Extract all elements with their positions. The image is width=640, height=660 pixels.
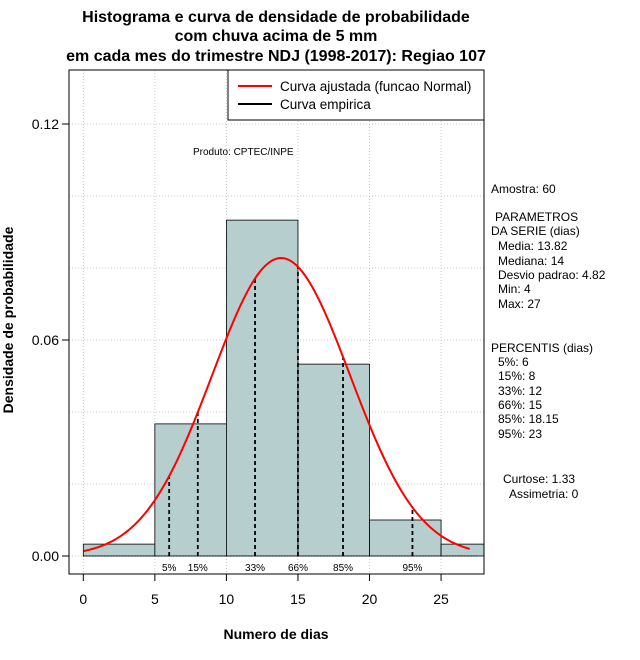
percentile-label: 15% (188, 563, 208, 574)
chart-title-line-1: Histograma e curva de densidade de proba… (82, 9, 470, 26)
percentile-label: 66% (288, 563, 308, 574)
percentile-label: 85% (333, 563, 353, 574)
y-axis-title: Densidade de probabilidade (0, 226, 16, 413)
pct-5: 5%: 6 (498, 355, 529, 369)
x-tick-label: 0 (79, 591, 87, 607)
pct-95: 95%: 23 (498, 427, 542, 441)
x-tick-label: 25 (433, 591, 449, 607)
sample-size: Amostra: 60 (491, 182, 556, 196)
normal-curve (83, 257, 470, 553)
x-tick-label: 5 (151, 591, 159, 607)
percentile-label: 33% (245, 563, 265, 574)
legend-box (227, 69, 485, 121)
chart-title-line-2: com chuva acima de 5 mm (175, 28, 378, 45)
y-tick-label: 0.00 (32, 548, 59, 564)
stat-std-dev: Desvio padrao: 4.82 (498, 268, 606, 282)
histogram-bars (82, 219, 485, 557)
legend: Curva ajustada (funcao Normal) Curva emp… (227, 69, 485, 121)
histogram-bar (369, 519, 442, 557)
histogram-bar (226, 219, 299, 557)
histogram-bar (82, 543, 156, 557)
histogram-bar (154, 423, 227, 557)
percentile-labels: 5% 15% 33% 66% 85% 95% (162, 563, 423, 574)
pct-33: 33%: 12 (498, 384, 542, 398)
chart-title-line-3: em cada mes do trimestre NDJ (1998-2017)… (66, 48, 486, 65)
percentiles-title: PERCENTIS (dias) (491, 341, 593, 355)
x-tick-label: 10 (219, 591, 235, 607)
empirical-percentile-lines (83, 266, 477, 557)
percentile-label: 5% (162, 563, 177, 574)
pct-85: 85%: 18.15 (498, 412, 559, 426)
statistics-panel: Amostra: 60 PARAMETROS DA SERIE (dias) M… (491, 182, 606, 501)
stat-max: Max: 27 (498, 297, 541, 311)
pct-15: 15%: 8 (498, 369, 536, 383)
normal-curve-layer (83, 257, 470, 553)
x-tick-label: 15 (290, 591, 306, 607)
y-tick-label: 0.06 (32, 332, 59, 348)
x-tick-label: 20 (362, 591, 378, 607)
stat-median: Mediana: 14 (498, 254, 564, 268)
stat-mean: Media: 13.82 (498, 239, 568, 253)
grid (69, 70, 484, 574)
stat-skewness: Assimetria: 0 (509, 487, 579, 501)
product-annotation: Produto: CPTEC/INPE (193, 147, 294, 158)
y-tick-label: 0.12 (32, 116, 59, 132)
histogram-bar (297, 363, 370, 557)
x-axis-title: Numero de dias (223, 626, 328, 642)
parameters-title-1: PARAMETROS (495, 210, 578, 224)
parameters-title-2: DA SERIE (dias) (491, 224, 580, 238)
stat-kurtosis: Curtose: 1.33 (503, 472, 575, 486)
pct-66: 66%: 15 (498, 398, 542, 412)
percentile-label: 95% (402, 563, 422, 574)
legend-empirical-label: Curva empirica (280, 97, 371, 112)
stat-min: Min: 4 (498, 282, 531, 296)
legend-normal-label: Curva ajustada (funcao Normal) (280, 79, 471, 94)
